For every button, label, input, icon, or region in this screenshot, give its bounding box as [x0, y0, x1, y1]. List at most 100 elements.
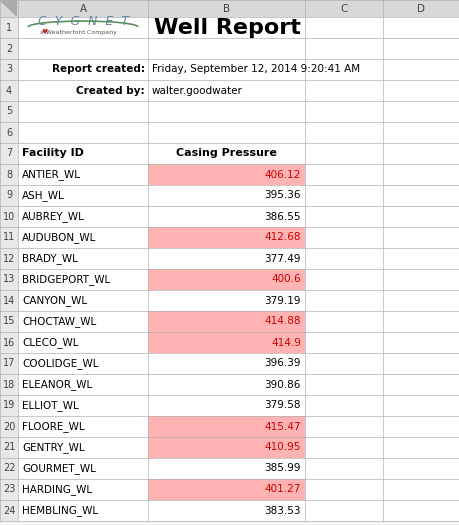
Bar: [18, 437, 148, 458]
Text: A: A: [79, 4, 87, 14]
Bar: [18, 101, 148, 122]
Text: 6: 6: [6, 128, 12, 138]
Bar: [18, 248, 148, 269]
Bar: [18, 416, 148, 437]
Bar: [18, 269, 148, 290]
Text: 379.19: 379.19: [264, 296, 301, 306]
Text: 21: 21: [3, 443, 15, 453]
Text: CANYON_WL: CANYON_WL: [22, 295, 87, 306]
Bar: [383, 395, 459, 416]
Text: 14: 14: [3, 296, 15, 306]
Bar: [383, 227, 459, 248]
Text: 19: 19: [3, 401, 15, 411]
Text: CLECO_WL: CLECO_WL: [22, 337, 78, 348]
Bar: [148, 269, 305, 290]
Polygon shape: [0, 0, 16, 15]
Text: 385.99: 385.99: [264, 464, 301, 474]
Text: C  Y  G  N  E  T: C Y G N E T: [38, 15, 129, 28]
Bar: [305, 311, 383, 332]
Bar: [305, 59, 383, 80]
Bar: [305, 269, 383, 290]
Bar: [148, 0, 305, 17]
Bar: [0, 143, 18, 164]
Bar: [148, 500, 305, 521]
Bar: [305, 416, 383, 437]
Bar: [383, 416, 459, 437]
Bar: [0, 500, 18, 521]
Bar: [0, 395, 18, 416]
Bar: [305, 248, 383, 269]
Bar: [0, 164, 18, 185]
Bar: [18, 374, 148, 395]
Text: FLOORE_WL: FLOORE_WL: [22, 421, 84, 432]
Text: 15: 15: [3, 317, 15, 327]
Bar: [0, 227, 18, 248]
Bar: [148, 206, 305, 227]
Bar: [18, 479, 148, 500]
Bar: [305, 227, 383, 248]
Text: BRADY_WL: BRADY_WL: [22, 253, 78, 264]
Bar: [148, 416, 305, 437]
Bar: [18, 122, 148, 143]
Bar: [0, 479, 18, 500]
Text: 414.9: 414.9: [271, 338, 301, 348]
Text: ♥: ♥: [42, 29, 48, 35]
Text: 12: 12: [3, 254, 15, 264]
Bar: [383, 17, 459, 38]
Bar: [383, 269, 459, 290]
Bar: [148, 227, 305, 248]
Bar: [148, 59, 305, 80]
Text: 412.68: 412.68: [264, 233, 301, 243]
Bar: [383, 374, 459, 395]
Text: 5: 5: [6, 107, 12, 117]
Bar: [18, 143, 148, 164]
Bar: [0, 101, 18, 122]
Bar: [148, 269, 305, 290]
Text: 16: 16: [3, 338, 15, 348]
Bar: [0, 437, 18, 458]
Bar: [0, 17, 18, 38]
Bar: [0, 59, 18, 80]
Text: C: C: [340, 4, 347, 14]
Bar: [0, 374, 18, 395]
Bar: [148, 164, 305, 185]
Bar: [383, 164, 459, 185]
Bar: [0, 248, 18, 269]
Text: Created by:: Created by:: [76, 86, 145, 96]
Bar: [383, 458, 459, 479]
Text: 10: 10: [3, 212, 15, 222]
Bar: [383, 143, 459, 164]
Bar: [18, 311, 148, 332]
Text: AUDUBON_WL: AUDUBON_WL: [22, 232, 96, 243]
Bar: [148, 458, 305, 479]
Bar: [305, 122, 383, 143]
Bar: [305, 353, 383, 374]
Bar: [383, 479, 459, 500]
Text: COOLIDGE_WL: COOLIDGE_WL: [22, 358, 99, 369]
Text: 377.49: 377.49: [264, 254, 301, 264]
Bar: [305, 17, 383, 38]
Text: 2: 2: [6, 44, 12, 54]
Bar: [148, 122, 305, 143]
Text: Report created:: Report created:: [52, 65, 145, 75]
Text: 396.39: 396.39: [264, 359, 301, 369]
Bar: [305, 0, 383, 17]
Bar: [305, 479, 383, 500]
Text: 395.36: 395.36: [264, 191, 301, 201]
Bar: [383, 101, 459, 122]
Bar: [383, 59, 459, 80]
Bar: [383, 0, 459, 17]
Text: 386.55: 386.55: [264, 212, 301, 222]
Text: 9: 9: [6, 191, 12, 201]
Bar: [383, 437, 459, 458]
Bar: [383, 38, 459, 59]
Bar: [383, 185, 459, 206]
Bar: [305, 500, 383, 521]
Bar: [18, 353, 148, 374]
Bar: [148, 290, 305, 311]
Text: 18: 18: [3, 380, 15, 390]
Bar: [148, 437, 305, 458]
Bar: [0, 0, 18, 17]
Bar: [18, 38, 148, 59]
Bar: [18, 17, 148, 38]
